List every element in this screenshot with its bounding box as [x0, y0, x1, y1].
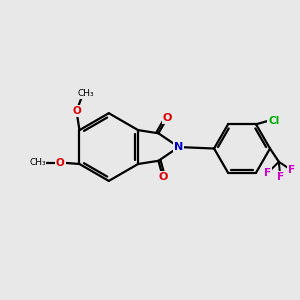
Text: F: F: [277, 172, 284, 182]
Text: N: N: [174, 142, 183, 152]
Text: CH₃: CH₃: [29, 158, 46, 167]
Text: F: F: [264, 168, 271, 178]
Text: F: F: [288, 165, 295, 175]
Text: O: O: [163, 113, 172, 123]
Text: O: O: [158, 172, 167, 182]
Text: O: O: [56, 158, 65, 167]
Text: CH₃: CH₃: [78, 89, 94, 98]
Text: Cl: Cl: [268, 116, 279, 126]
Text: O: O: [72, 106, 81, 116]
